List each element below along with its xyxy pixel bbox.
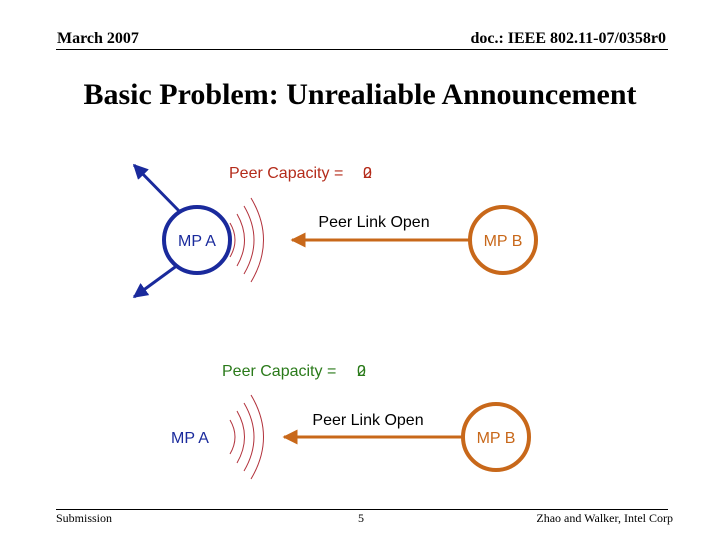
signal-waves-top [229, 197, 264, 283]
peer-capacity-value-bottom-b: 2 [357, 363, 366, 380]
peer-capacity-value-top-a: 0 [363, 165, 372, 182]
node-mp-b-bottom-label: MP B [477, 430, 516, 447]
footer-authors: Zhao and Walker, Intel Corp [536, 511, 673, 525]
scene-bottom: Peer Capacity = 0 2 MP A Peer Link Open … [156, 363, 531, 480]
footer-page-number: 5 [358, 511, 364, 525]
broadcast-arrow-down [132, 260, 183, 299]
header-date: March 2007 [57, 30, 139, 47]
node-mp-b-bottom [461, 402, 531, 472]
broadcast-arrow-up [132, 163, 184, 216]
peer-capacity-value-top-b: 2 [363, 165, 372, 182]
node-mp-b-top [468, 205, 538, 275]
peer-link-open-label-bottom: Peer Link Open [312, 412, 423, 429]
peer-capacity-label-bottom: Peer Capacity = [222, 363, 336, 380]
signal-waves-bottom [229, 394, 264, 480]
header-doc-id: doc.: IEEE 802.11-07/0358r0 [470, 30, 666, 47]
slide-title: Basic Problem: Unrealiable Announcement [83, 78, 637, 111]
footer-divider [56, 509, 668, 510]
scene-top: Peer Capacity = 0 2 MP A Peer Link Open … [132, 163, 538, 299]
node-mp-a-bottom [156, 402, 224, 470]
footer-submission: Submission [56, 511, 113, 525]
node-mp-b-top-label: MP B [484, 233, 523, 250]
node-mp-a-top [162, 205, 232, 275]
peer-link-open-label-top: Peer Link Open [318, 214, 429, 231]
node-mp-a-bottom-label: MP A [171, 430, 209, 447]
peer-capacity-label-top: Peer Capacity = [229, 165, 343, 182]
header-divider [56, 49, 668, 50]
node-mp-a-top-label: MP A [178, 233, 216, 250]
peer-capacity-value-bottom-a: 0 [357, 363, 366, 380]
